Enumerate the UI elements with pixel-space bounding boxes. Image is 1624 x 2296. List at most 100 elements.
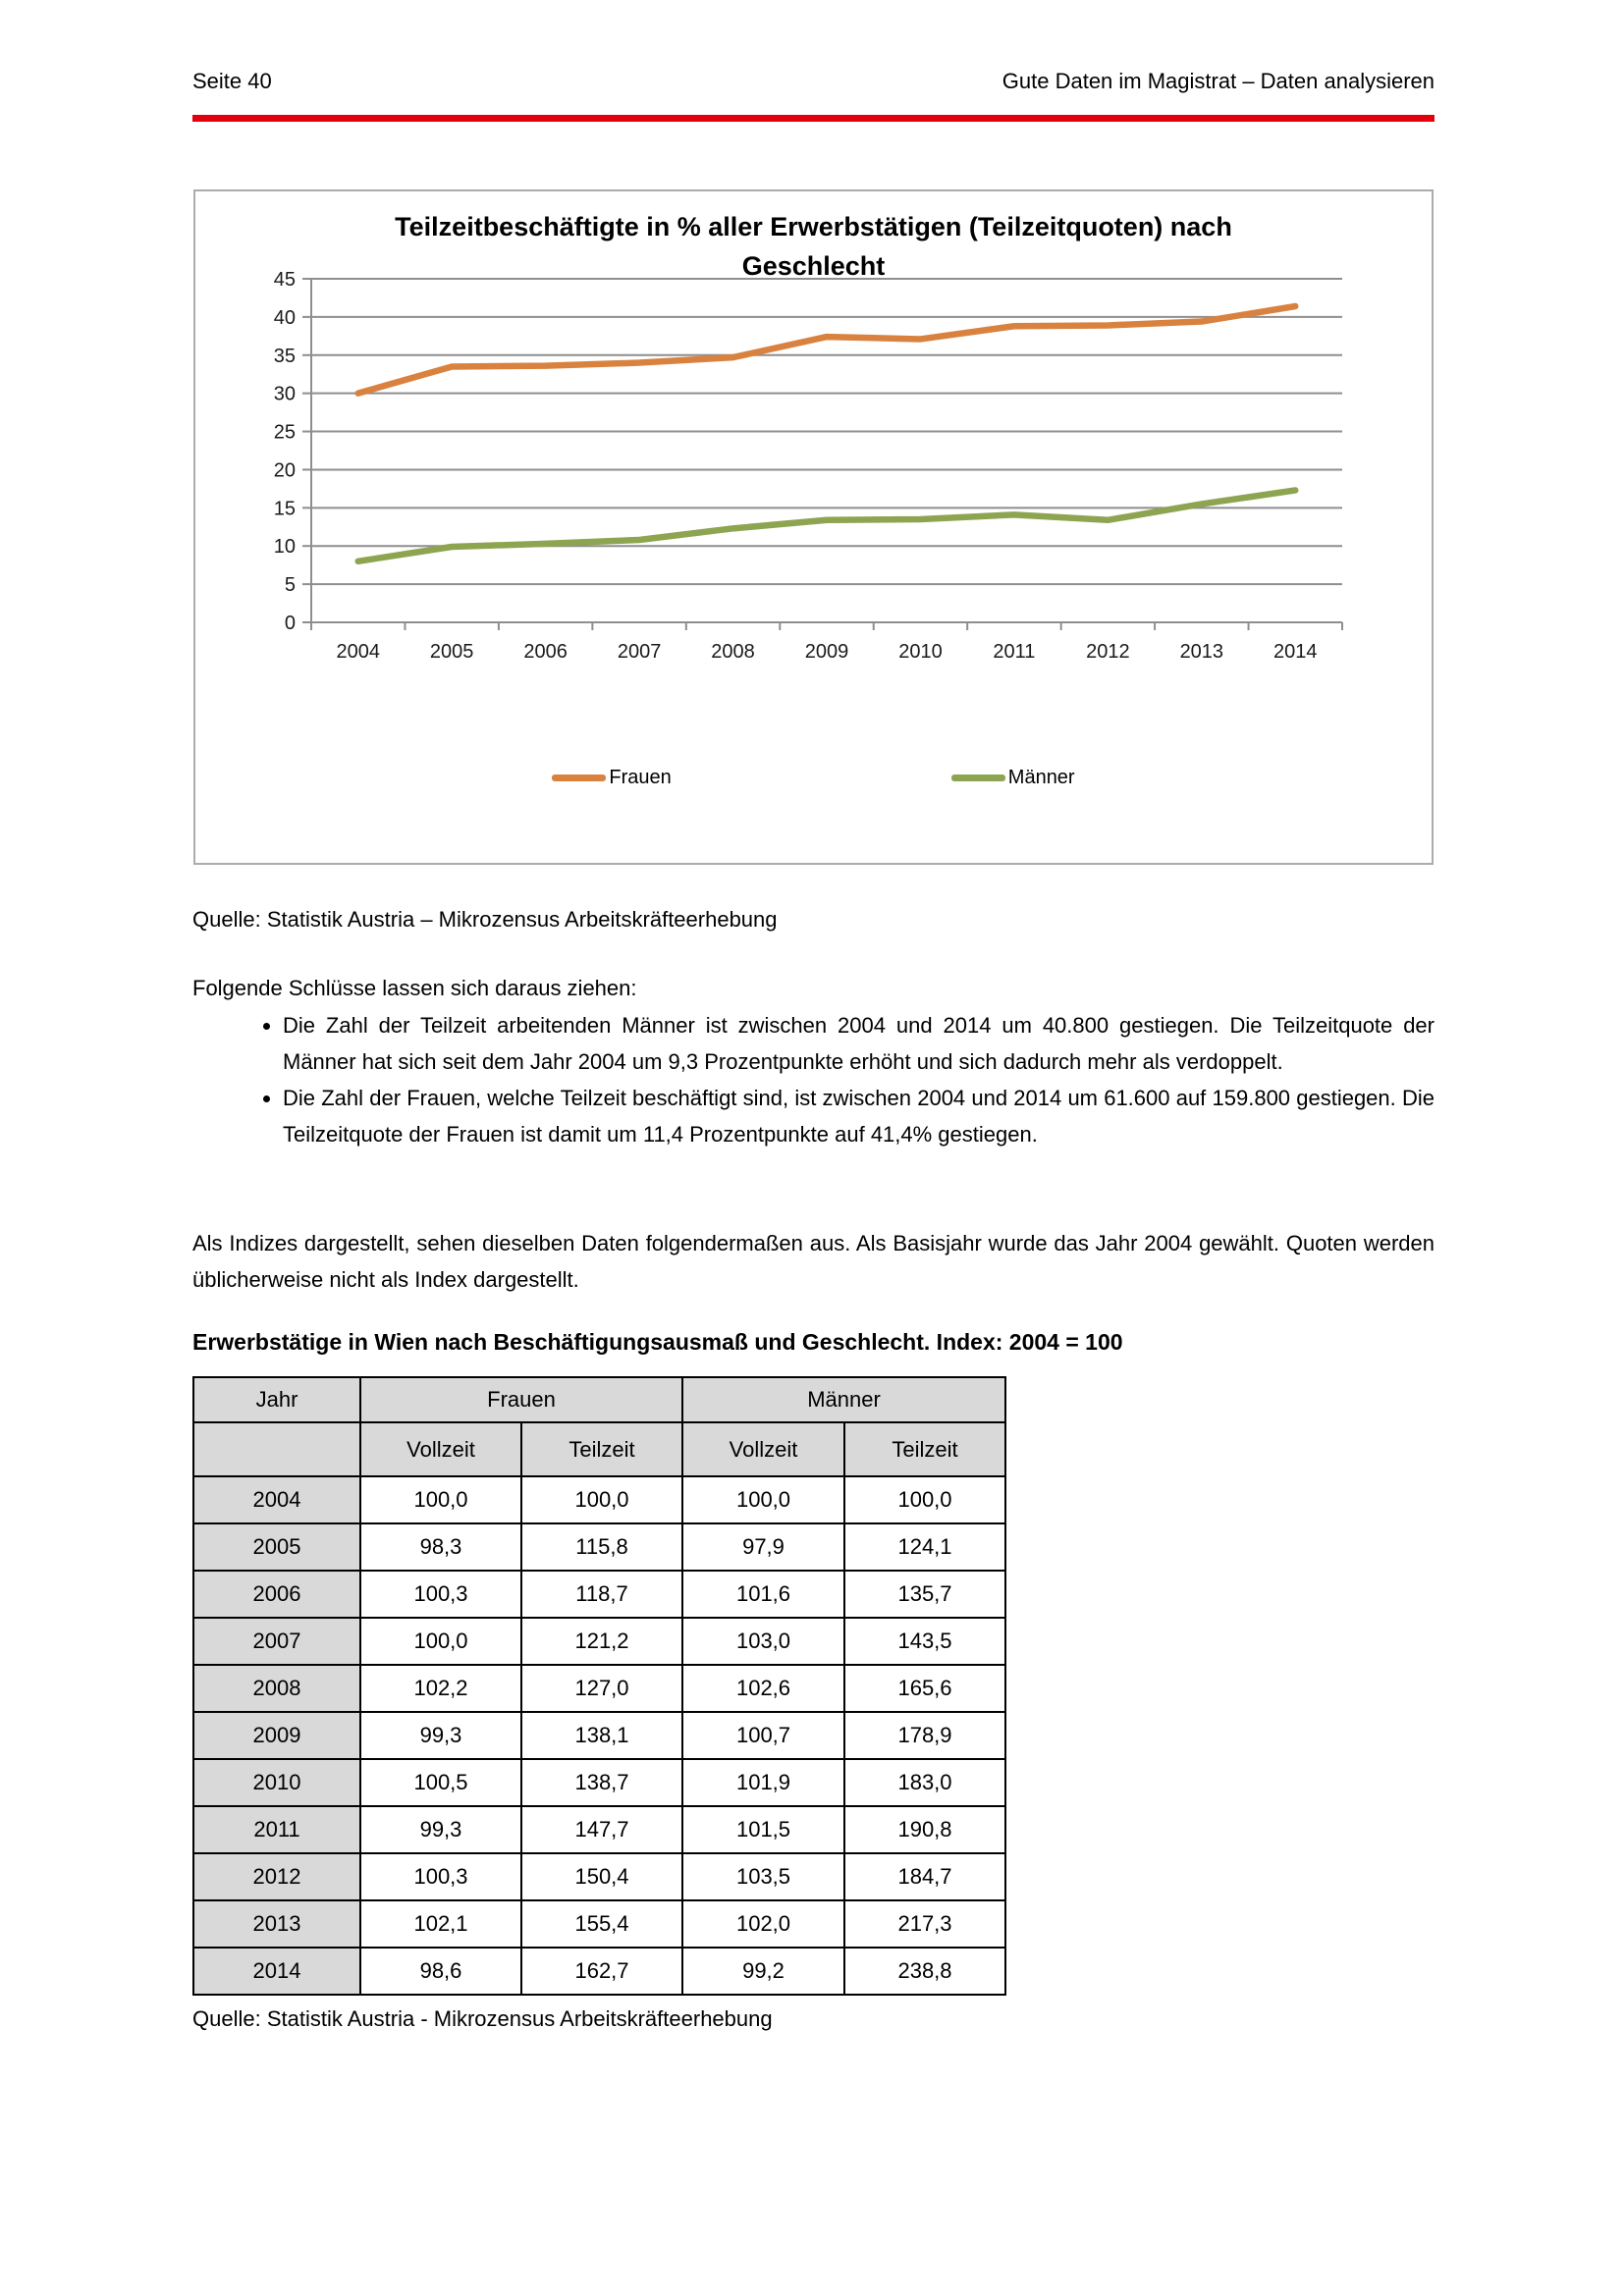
teilzeitquoten-line-chart: 0 5 10 15 20 25 30 35 40 45 2004 2005 2006 2007 2008 20…: [274, 269, 1343, 663]
year-cell: 2009: [192, 1711, 361, 1760]
col-subheader-frauen-vollzeit: Vollzeit: [359, 1421, 522, 1477]
y-axis-label: 20: [274, 459, 296, 481]
index-value-cell: 102,0: [681, 1899, 845, 1949]
year-cell: 2008: [192, 1664, 361, 1713]
year-cell: 2005: [192, 1522, 361, 1572]
col-header-frauen: Frauen: [359, 1376, 683, 1423]
col-subheader-maenner-vollzeit: Vollzeit: [681, 1421, 845, 1477]
x-axis-label: 2004: [336, 641, 380, 663]
index-value-cell: 99,2: [681, 1947, 845, 1996]
index-value-cell: 217,3: [843, 1899, 1006, 1949]
index-value-cell: 238,8: [843, 1947, 1006, 1996]
table-sub-header-row: Vollzeit Teilzeit Vollzeit Teilzeit: [192, 1421, 1006, 1477]
index-value-cell: 178,9: [843, 1711, 1006, 1760]
table-row: 2010 100,5 138,7 101,9 183,0: [192, 1758, 1006, 1807]
table-row: 2012 100,3 150,4 103,5 184,7: [192, 1852, 1006, 1901]
series-line-männer: [354, 487, 1299, 565]
y-axis-label: 35: [274, 346, 296, 367]
y-axis-label: 5: [285, 574, 296, 596]
x-axis-label: 2006: [523, 641, 568, 663]
legend-label: Frauen: [609, 767, 672, 788]
y-axis-label: 40: [274, 307, 296, 329]
year-cell: 2014: [192, 1947, 361, 1996]
index-value-cell: 184,7: [843, 1852, 1006, 1901]
x-axis-label: 2008: [711, 641, 755, 663]
index-value-cell: 98,6: [359, 1947, 522, 1996]
table-row: 2008 102,2 127,0 102,6 165,6: [192, 1664, 1006, 1713]
chart-title: Teilzeitbeschäftigte in % aller Erwerbst…: [195, 207, 1432, 286]
year-cell: 2010: [192, 1758, 361, 1807]
bullet-item-frauen: Die Zahl der Frauen, welche Teilzeit bes…: [283, 1080, 1435, 1152]
chart-container: Teilzeitbeschäftigte in % aller Erwerbst…: [193, 189, 1434, 865]
legend-label: Männer: [1007, 767, 1075, 788]
index-value-cell: 99,3: [359, 1711, 522, 1760]
col-header-jahr: Jahr: [192, 1376, 361, 1423]
index-table: Jahr Frauen Männer Vollzeit Teilzeit Vol…: [192, 1376, 1006, 1996]
index-table-body: 2004 100,0 100,0 100,0 100,0 2005 98,3 115,8 97,…: [192, 1475, 1006, 1996]
bullet-item-maenner: Die Zahl der Teilzeit arbeitenden Männer…: [283, 1007, 1435, 1080]
col-subheader-maenner-teilzeit: Teilzeit: [843, 1421, 1006, 1477]
index-value-cell: 162,7: [520, 1947, 683, 1996]
index-value-cell: 118,7: [520, 1570, 683, 1619]
x-axis-label: 2013: [1180, 641, 1224, 663]
y-axis-label: 10: [274, 536, 296, 558]
table-row: 2013 102,1 155,4 102,0 217,3: [192, 1899, 1006, 1949]
legend-line-swatch: [950, 774, 1005, 781]
index-value-cell: 100,5: [359, 1758, 522, 1807]
index-value-cell: 183,0: [843, 1758, 1006, 1807]
index-value-cell: 100,0: [520, 1475, 683, 1524]
year-cell: 2006: [192, 1570, 361, 1619]
index-value-cell: 143,5: [843, 1617, 1006, 1666]
y-axis-label: 45: [274, 269, 296, 291]
x-axis-label: 2005: [430, 641, 474, 663]
analysis-intro: Folgende Schlüsse lassen sich daraus zie…: [192, 976, 637, 1000]
year-cell: 2004: [192, 1475, 361, 1524]
table-row: 2007 100,0 121,2 103,0 143,5: [192, 1617, 1006, 1666]
index-value-cell: 165,6: [843, 1664, 1006, 1713]
index-value-cell: 138,7: [520, 1758, 683, 1807]
year-cell: 2007: [192, 1617, 361, 1666]
index-value-cell: 103,0: [681, 1617, 845, 1666]
legend-item-männer: Männer: [950, 767, 1075, 789]
year-cell: 2013: [192, 1899, 361, 1949]
analysis-bullet-list: Die Zahl der Teilzeit arbeitenden Männer…: [192, 1007, 1435, 1152]
x-axis-label: 2009: [805, 641, 849, 663]
table-row: 2014 98,6 162,7 99,2 238,8: [192, 1947, 1006, 1996]
table-row: 2006 100,3 118,7 101,6 135,7: [192, 1570, 1006, 1619]
index-value-cell: 100,3: [359, 1570, 522, 1619]
index-value-cell: 100,3: [359, 1852, 522, 1901]
table-heading: Erwerbstätige in Wien nach Beschäftigung…: [192, 1329, 1123, 1355]
index-value-cell: 101,5: [681, 1805, 845, 1854]
index-value-cell: 100,0: [359, 1617, 522, 1666]
index-value-cell: 115,8: [520, 1522, 683, 1572]
index-paragraph: Als Indizes dargestellt, sehen dieselben…: [192, 1231, 1435, 1292]
col-subheader-empty: [192, 1421, 361, 1477]
index-value-cell: 102,6: [681, 1664, 845, 1713]
y-axis-label: 0: [285, 613, 296, 634]
series-line-frauen: [354, 302, 1299, 397]
col-header-maenner: Männer: [681, 1376, 1006, 1423]
page-header: Seite 40 Gute Daten im Magistrat – Daten…: [192, 69, 1435, 94]
index-value-cell: 124,1: [843, 1522, 1006, 1572]
index-value-cell: 100,0: [681, 1475, 845, 1524]
x-axis-label: 2011: [993, 641, 1035, 663]
index-value-cell: 101,9: [681, 1758, 845, 1807]
index-value-cell: 155,4: [520, 1899, 683, 1949]
chart-source-note: Quelle: Statistik Austria – Mikrozensus …: [192, 907, 778, 932]
chart-legend: Frauen Männer: [195, 767, 1432, 789]
index-value-cell: 102,1: [359, 1899, 522, 1949]
index-value-cell: 121,2: [520, 1617, 683, 1666]
table-row: 2009 99,3 138,1 100,7 178,9: [192, 1711, 1006, 1760]
index-value-cell: 100,0: [359, 1475, 522, 1524]
x-axis-label: 2012: [1086, 641, 1130, 663]
table-group-header-row: Jahr Frauen Männer: [192, 1376, 1006, 1423]
index-value-cell: 97,9: [681, 1522, 845, 1572]
index-value-cell: 135,7: [843, 1570, 1006, 1619]
year-cell: 2011: [192, 1805, 361, 1854]
col-subheader-frauen-teilzeit: Teilzeit: [520, 1421, 683, 1477]
index-value-cell: 127,0: [520, 1664, 683, 1713]
index-value-cell: 102,2: [359, 1664, 522, 1713]
index-value-cell: 190,8: [843, 1805, 1006, 1854]
legend-line-swatch: [552, 774, 607, 781]
